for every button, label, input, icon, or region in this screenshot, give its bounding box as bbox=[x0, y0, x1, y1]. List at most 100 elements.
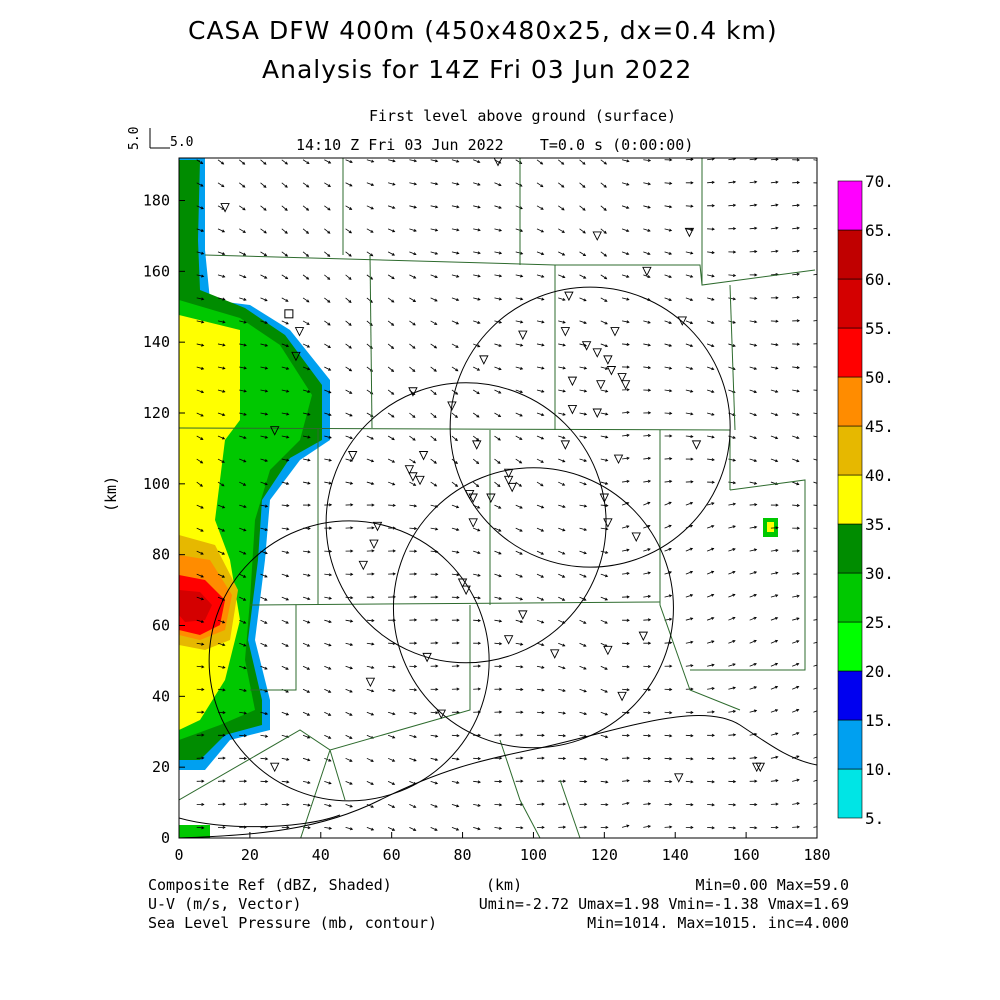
wind-vector-head bbox=[412, 368, 416, 372]
wind-vector bbox=[260, 366, 268, 369]
wind-vector-head bbox=[200, 528, 204, 532]
wind-vector-head bbox=[286, 389, 290, 393]
wind-vector-head bbox=[200, 229, 205, 232]
wind-vector bbox=[494, 826, 502, 829]
wind-vector-head bbox=[669, 825, 673, 829]
wind-vector-head bbox=[690, 389, 694, 393]
county-line bbox=[249, 601, 661, 606]
wind-vector bbox=[600, 205, 607, 211]
wind-vector-head bbox=[201, 343, 205, 347]
wind-vector-head bbox=[518, 483, 522, 487]
wind-vector bbox=[749, 640, 757, 644]
wind-vector-head bbox=[626, 410, 630, 415]
wind-vector-head bbox=[371, 482, 375, 485]
wind-vector bbox=[409, 274, 416, 279]
wind-vector-head bbox=[370, 253, 374, 257]
wind-vector bbox=[324, 573, 332, 576]
wind-vector-head bbox=[498, 390, 502, 394]
wind-vector-head bbox=[264, 574, 268, 578]
wind-vector-head bbox=[796, 249, 800, 253]
wind-vector-head bbox=[774, 662, 779, 666]
wind-vector-head bbox=[222, 413, 226, 417]
wind-vector-head bbox=[689, 298, 694, 301]
wind-vector-head bbox=[647, 158, 652, 162]
vector-scale-label: 5.0 bbox=[170, 135, 194, 150]
wind-vector-head bbox=[796, 685, 800, 689]
wind-vector bbox=[749, 458, 757, 462]
wind-vector-head bbox=[371, 619, 375, 623]
wind-vector-head bbox=[499, 687, 503, 691]
wind-vector-head bbox=[263, 253, 268, 257]
wind-vector bbox=[387, 389, 394, 395]
wind-vector-head bbox=[455, 368, 459, 372]
wind-vector-head bbox=[562, 528, 566, 532]
wind-vector-head bbox=[456, 251, 460, 255]
wind-vector-head bbox=[775, 180, 779, 184]
wind-vector-head bbox=[456, 550, 460, 554]
wind-vector-head bbox=[711, 547, 715, 551]
wind-vector bbox=[664, 711, 672, 714]
colorbar-segment bbox=[837, 719, 863, 770]
wind-vector-head bbox=[476, 484, 480, 488]
wind-vector bbox=[472, 481, 479, 487]
wind-vector bbox=[685, 571, 693, 575]
wind-vector bbox=[579, 251, 586, 256]
wind-vector bbox=[770, 756, 778, 759]
wind-vector-head bbox=[818, 664, 820, 666]
wind-vector-head bbox=[328, 689, 332, 693]
wind-vector-head bbox=[222, 733, 226, 737]
wind-vector bbox=[345, 320, 352, 326]
wind-vector-head bbox=[796, 366, 800, 370]
wind-vector bbox=[345, 780, 353, 785]
wind-vector-head bbox=[456, 734, 460, 738]
wind-vector bbox=[281, 550, 289, 554]
wind-vector-head bbox=[307, 481, 311, 485]
wind-vector-head bbox=[264, 643, 268, 647]
wind-vector bbox=[473, 573, 481, 577]
wind-vector-head bbox=[412, 299, 417, 302]
wind-vector-head bbox=[519, 413, 523, 417]
wind-vector bbox=[196, 665, 204, 668]
wind-vector-head bbox=[435, 641, 439, 645]
wind-vector-head bbox=[690, 640, 694, 644]
wind-vector bbox=[515, 159, 522, 164]
wind-vector-head bbox=[328, 620, 332, 624]
wind-vector bbox=[600, 734, 608, 738]
wind-vector bbox=[600, 159, 607, 165]
wind-vector-head bbox=[711, 250, 715, 255]
wind-vector-head bbox=[796, 549, 801, 553]
wind-vector-head bbox=[541, 366, 545, 370]
wind-vector bbox=[558, 504, 566, 508]
wind-vector bbox=[196, 826, 204, 829]
wind-vector-head bbox=[647, 548, 651, 552]
wind-vector-head bbox=[328, 643, 332, 647]
wind-vector-head bbox=[328, 481, 333, 485]
wind-vector-head bbox=[242, 184, 246, 188]
wind-vector-head bbox=[775, 802, 779, 806]
wind-vector bbox=[451, 182, 459, 185]
wind-vector bbox=[792, 826, 800, 828]
wind-vector-head bbox=[265, 757, 269, 761]
wind-vector bbox=[366, 251, 373, 257]
wind-vector-head bbox=[796, 295, 800, 299]
wind-vector bbox=[324, 688, 331, 693]
wind-vector bbox=[622, 711, 630, 714]
wind-vector-head bbox=[242, 230, 246, 233]
wind-vector-head bbox=[264, 412, 269, 416]
station-marker bbox=[436, 709, 447, 720]
wind-vector bbox=[600, 274, 607, 280]
wind-vector-head bbox=[413, 205, 417, 209]
wind-vector-head bbox=[540, 505, 545, 509]
wind-vector-head bbox=[540, 528, 545, 532]
wind-vector-head bbox=[285, 597, 290, 601]
wind-vector bbox=[281, 389, 289, 392]
station-marker bbox=[638, 631, 649, 642]
wind-vector-head bbox=[753, 481, 758, 485]
wind-vector bbox=[324, 182, 331, 187]
wind-vector bbox=[600, 711, 608, 716]
wind-vector-head bbox=[775, 203, 779, 207]
wind-vector-head bbox=[690, 664, 694, 668]
wind-vector-head bbox=[520, 756, 524, 760]
wind-vector-head bbox=[370, 804, 375, 808]
colorbar-segment bbox=[837, 523, 863, 574]
